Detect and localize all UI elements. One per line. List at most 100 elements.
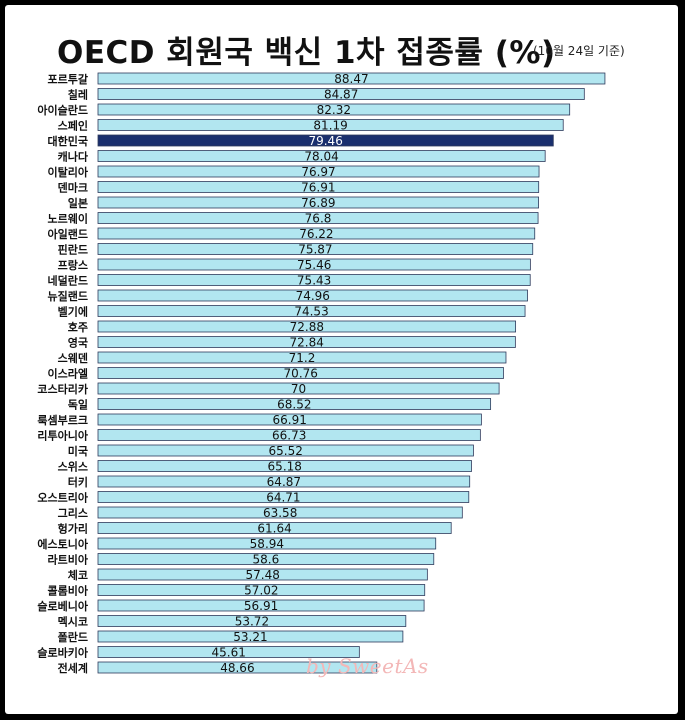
category-label: 캐나다 — [58, 150, 89, 164]
bar — [97, 599, 425, 612]
bar — [97, 181, 540, 193]
bar — [97, 165, 540, 178]
bar — [97, 429, 481, 441]
category-label: 대한민국 — [48, 134, 88, 148]
value-label: 76.8 — [305, 212, 332, 226]
bar — [97, 150, 546, 162]
value-label: 65.52 — [269, 444, 303, 458]
bar — [97, 475, 471, 488]
value-label: 76.89 — [301, 196, 335, 210]
category-label: 멕시코 — [58, 615, 88, 629]
bar — [97, 413, 482, 426]
category-label: 슬로베니아 — [37, 599, 88, 613]
bar — [97, 553, 435, 565]
bar — [97, 398, 492, 410]
value-label: 70.76 — [284, 367, 318, 381]
category-label: 슬로바키아 — [37, 646, 88, 660]
value-label: 84.87 — [324, 88, 358, 102]
category-label: 영국 — [68, 337, 88, 350]
category-label: 스페인 — [58, 119, 88, 133]
category-label: 스위스 — [58, 461, 88, 474]
value-label: 76.91 — [301, 181, 335, 195]
category-label: 칠레 — [68, 88, 88, 102]
category-label: 그리스 — [58, 506, 88, 520]
bar — [97, 630, 404, 643]
category-label: 네덜란드 — [48, 274, 88, 288]
watermark: by SweetAs — [306, 654, 429, 678]
category-label: 노르웨이 — [48, 212, 88, 226]
value-label: 45.61 — [211, 646, 245, 660]
value-label: 53.21 — [233, 630, 267, 644]
category-label: 일본 — [68, 196, 88, 210]
category-label: 벨기에 — [58, 305, 88, 319]
value-label: 61.64 — [257, 522, 291, 536]
category-label: 에스토니아 — [37, 537, 88, 551]
category-label: 덴마크 — [58, 181, 88, 195]
category-label: 체코 — [68, 568, 88, 582]
value-label: 72.84 — [290, 336, 324, 350]
bar — [97, 522, 452, 534]
bar — [97, 258, 531, 271]
category-label: 콜롬비아 — [48, 584, 89, 598]
category-label: 룩셈부르크 — [37, 413, 88, 427]
bar — [97, 196, 539, 209]
bar-highlight — [97, 134, 554, 147]
value-label: 66.91 — [273, 413, 307, 427]
bar — [97, 537, 437, 550]
value-label: 88.47 — [334, 72, 368, 86]
bar — [97, 584, 426, 596]
category-label: 프랑스 — [58, 259, 88, 272]
value-label: 74.96 — [296, 289, 330, 303]
value-label: 74.53 — [294, 305, 328, 319]
category-label: 코스타리카 — [37, 382, 88, 396]
value-label: 78.04 — [304, 150, 338, 164]
value-label: 71.2 — [289, 351, 316, 365]
value-label: 58.6 — [253, 553, 280, 567]
bar — [97, 305, 526, 317]
value-label: 63.58 — [263, 506, 297, 520]
bar — [97, 646, 360, 658]
value-label: 65.18 — [268, 460, 302, 474]
value-label: 81.19 — [313, 119, 347, 133]
category-label: 전세계 — [58, 661, 88, 675]
bar — [97, 382, 500, 395]
category-label: 미국 — [68, 444, 88, 458]
category-label: 리투아니아 — [37, 429, 88, 443]
bar — [97, 615, 407, 627]
bar — [97, 88, 585, 100]
value-label: 72.88 — [290, 320, 324, 334]
bar — [97, 103, 571, 116]
bar — [97, 212, 539, 224]
category-label: 아이슬란드 — [37, 103, 88, 117]
category-label: 핀란드 — [58, 243, 88, 257]
category-label: 아일랜드 — [48, 227, 88, 241]
bar — [97, 506, 463, 519]
value-label: 76.97 — [301, 165, 335, 179]
value-label: 75.87 — [298, 243, 332, 257]
value-label: 58.94 — [250, 537, 284, 551]
value-label: 57.02 — [244, 584, 278, 598]
value-label: 53.72 — [235, 615, 269, 629]
value-label: 68.52 — [277, 398, 311, 412]
value-label: 75.46 — [297, 258, 331, 272]
category-label: 헝가리 — [58, 522, 88, 536]
value-label: 48.66 — [220, 661, 254, 675]
value-label: 64.87 — [267, 475, 301, 489]
bar — [97, 444, 474, 457]
value-label: 57.48 — [246, 568, 280, 582]
bar — [97, 351, 507, 364]
category-label: 독일 — [68, 398, 88, 412]
bar — [97, 274, 531, 286]
category-label: 이스라엘 — [48, 367, 88, 381]
bar — [97, 460, 472, 472]
bar — [97, 243, 534, 255]
bar — [97, 320, 517, 333]
bar — [97, 336, 516, 348]
bar — [97, 568, 428, 581]
bar — [97, 367, 504, 379]
bar — [97, 72, 606, 85]
bar — [97, 289, 528, 302]
value-label: 64.71 — [266, 491, 300, 505]
value-label: 82.32 — [317, 103, 351, 117]
